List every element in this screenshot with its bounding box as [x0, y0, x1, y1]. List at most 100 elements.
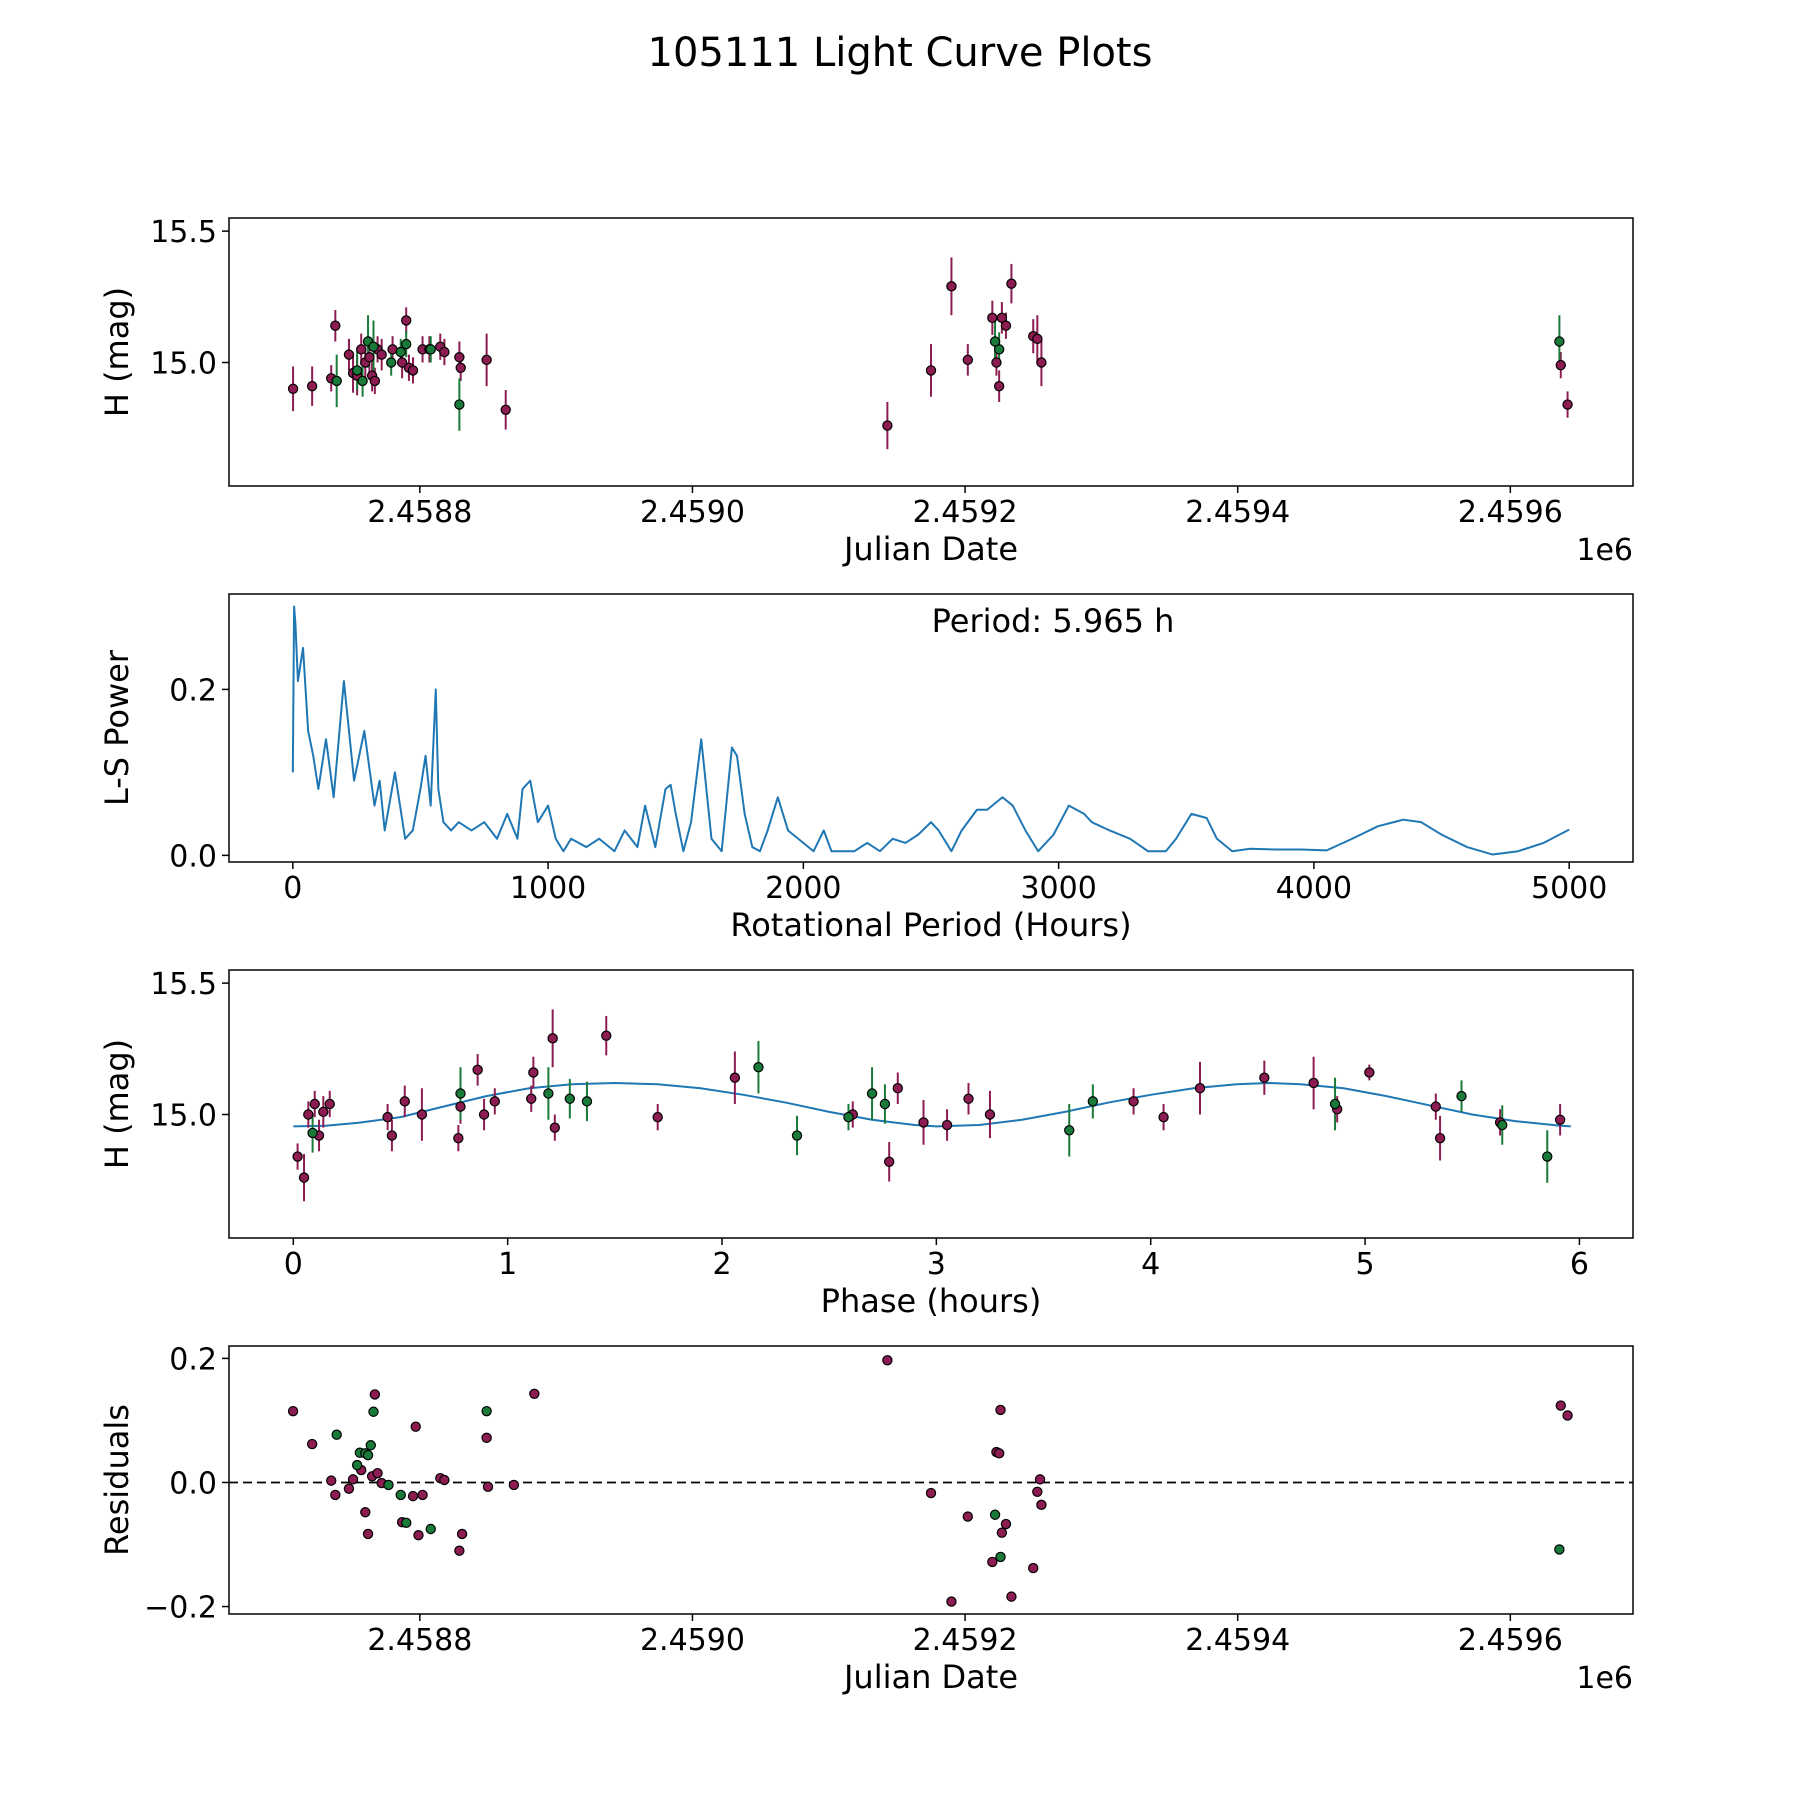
data-point-maroon: [1006, 278, 1017, 289]
axes-frame: [228, 217, 1634, 487]
power-series-line: [291, 605, 1570, 856]
y-tick-label: 0.0: [169, 839, 217, 874]
data-point-maroon: [481, 354, 492, 366]
data-point-maroon: [993, 1448, 1005, 1459]
data-point-maroon: [454, 352, 465, 363]
data-point-green: [362, 1449, 374, 1461]
data-point-maroon: [962, 354, 974, 366]
data-point-maroon: [478, 1109, 490, 1120]
data-point-maroon: [1032, 333, 1043, 345]
y-tick-label: 0.0: [169, 1466, 217, 1501]
x-tick-label: 0: [283, 871, 302, 906]
data-point-green: [1064, 1125, 1075, 1136]
data-point-maroon: [287, 383, 299, 394]
y-tick-label: 15.5: [150, 967, 217, 1002]
data-point-maroon: [303, 1109, 314, 1120]
data-point-maroon: [326, 1475, 337, 1486]
data-point-maroon: [1364, 1067, 1375, 1078]
data-point-maroon: [882, 1355, 893, 1366]
data-point-green: [386, 357, 397, 368]
data-point-maroon: [946, 1596, 957, 1607]
data-point-maroon: [925, 365, 937, 376]
data-point-maroon: [343, 1483, 355, 1494]
data-point-maroon: [996, 312, 1008, 324]
data-point-maroon: [1555, 359, 1566, 371]
data-point-maroon: [1036, 1499, 1047, 1511]
data-point-green: [843, 1111, 854, 1123]
x-tick-label: 2.4592: [913, 1623, 1018, 1658]
period-annotation: Period: 5.965 h: [932, 602, 1175, 640]
data-point-green: [401, 338, 412, 350]
data-point-maroon: [1032, 1486, 1043, 1497]
data-point-green: [365, 1440, 376, 1451]
y-tick-label: −0.2: [144, 1591, 217, 1626]
x-offset-label: 1e6: [1576, 1661, 1633, 1696]
data-point-maroon: [287, 1405, 299, 1417]
data-point-maroon: [306, 1438, 318, 1450]
x-tick-label: 2.4594: [1185, 1623, 1290, 1658]
x-axis-label: Julian Date: [842, 1658, 1018, 1696]
x-tick-label: 2.4596: [1458, 1623, 1563, 1658]
plot-area: [292, 1009, 1571, 1202]
x-tick-label: 2.4592: [913, 495, 1018, 530]
data-point-green: [368, 1406, 379, 1417]
data-point-maroon: [996, 1527, 1008, 1538]
data-point-maroon: [1555, 1400, 1566, 1411]
y-tick-label: 0.2: [169, 673, 217, 708]
x-axis-label: Phase (hours): [821, 1282, 1042, 1320]
data-point-maroon: [413, 1530, 424, 1541]
x-tick-label: 2.4590: [640, 495, 745, 530]
x-axis-label: Rotational Period (Hours): [730, 906, 1131, 944]
fit-curve-line: [293, 1081, 1571, 1128]
data-point-maroon: [360, 1507, 371, 1518]
data-point-maroon: [652, 1111, 663, 1123]
chart-periodogram: 0 1000 2000 3000 4000 5000 0.0 0.2 Rotational Pe…: [98, 593, 1634, 944]
data-point-green: [395, 346, 406, 358]
data-point-green: [989, 1509, 1001, 1520]
data-point-maroon: [984, 1109, 996, 1120]
data-point-maroon: [1562, 399, 1573, 410]
data-point-maroon: [453, 1132, 464, 1144]
data-point-maroon: [1028, 1562, 1039, 1574]
data-point-maroon: [1554, 1114, 1566, 1125]
data-point-green: [1497, 1119, 1508, 1131]
data-point-green: [481, 1405, 492, 1417]
data-point-maroon: [1308, 1077, 1319, 1089]
data-point-maroon: [386, 1130, 398, 1141]
data-point-maroon: [399, 1096, 410, 1107]
data-point-maroon: [991, 357, 1002, 368]
data-point-maroon: [962, 1511, 974, 1522]
axes-frame: [228, 593, 1634, 863]
data-point-maroon: [547, 1033, 558, 1044]
chart-residuals: 2.4588 2.4590 2.4592 2.4594 2.4596 −0.2 0.0 0.2…: [98, 1342, 1634, 1696]
data-point-maroon: [309, 1098, 320, 1110]
data-point-maroon: [318, 1106, 329, 1118]
data-point-maroon: [410, 1421, 421, 1432]
x-tick-label: 2.4590: [640, 1623, 745, 1658]
data-point-maroon: [1128, 1096, 1139, 1107]
data-point-green: [425, 1523, 436, 1535]
data-point-maroon: [946, 281, 957, 292]
data-point-green: [564, 1093, 576, 1104]
data-point-green: [351, 1459, 363, 1471]
data-point-maroon: [892, 1083, 903, 1094]
data-point-green: [1554, 336, 1565, 347]
y-tick-label: 15.0: [150, 1099, 217, 1134]
data-point-maroon: [918, 1117, 929, 1128]
chart-lightcurve: 2.4588 2.4590 2.4592 2.4594 2.4596 15.0 15.5 Ju…: [98, 215, 1634, 568]
x-tick-label: 1: [498, 1247, 517, 1282]
y-axis-label: H (mag): [98, 287, 136, 417]
data-point-maroon: [369, 1389, 381, 1400]
y-tick-label: 15.0: [150, 347, 217, 382]
data-point-maroon: [330, 320, 341, 331]
data-point-maroon: [729, 1072, 741, 1083]
data-point-maroon: [526, 1093, 537, 1104]
data-point-maroon: [455, 362, 466, 373]
x-tick-label: 2: [712, 1247, 731, 1282]
data-point-green: [753, 1062, 764, 1073]
data-point-maroon: [482, 1481, 494, 1493]
data-point-maroon: [364, 352, 375, 363]
data-point-maroon: [439, 1474, 450, 1486]
data-point-maroon: [1006, 1591, 1017, 1602]
